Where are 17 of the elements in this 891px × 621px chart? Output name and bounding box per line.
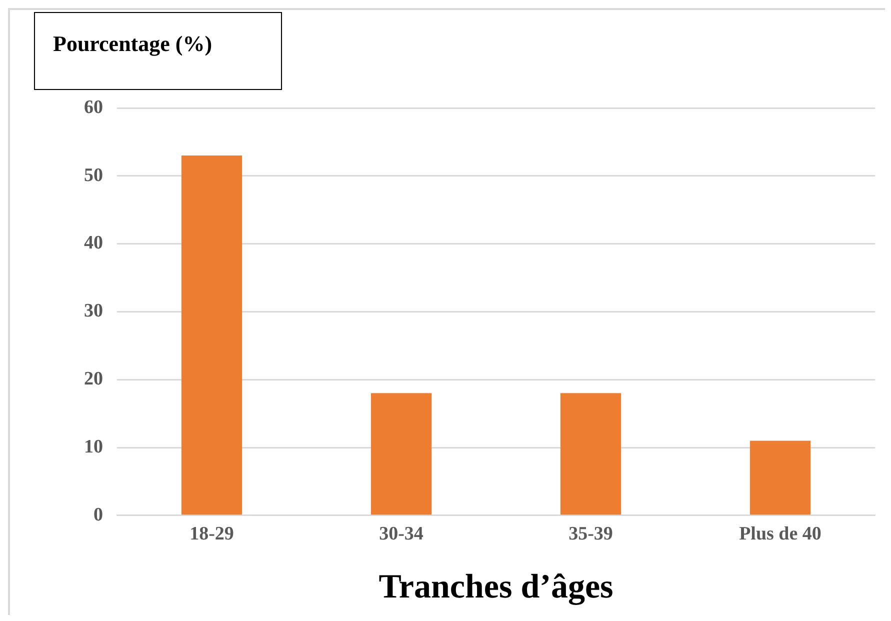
x-tick-label: 30-34 bbox=[379, 524, 424, 545]
bar bbox=[750, 440, 811, 515]
y-tick-label: 60 bbox=[84, 96, 103, 118]
y-tick-label: 0 bbox=[94, 504, 103, 526]
y-tick-label: 50 bbox=[84, 164, 103, 186]
y-tick-label: 20 bbox=[84, 368, 103, 390]
x-tick-label: Plus de 40 bbox=[739, 524, 822, 545]
x-tick-label: 35-39 bbox=[568, 524, 613, 545]
y-axis-title: Pourcentage (%) bbox=[34, 12, 282, 90]
x-axis-title: Tranches d’âges bbox=[378, 568, 614, 606]
bar bbox=[370, 393, 432, 515]
y-tick-label: 40 bbox=[84, 232, 103, 254]
bar bbox=[181, 156, 242, 515]
bar bbox=[560, 393, 622, 515]
x-tick-label: 18-29 bbox=[190, 524, 234, 545]
y-tick-label: 30 bbox=[84, 300, 103, 322]
y-tick-label: 10 bbox=[84, 436, 103, 458]
